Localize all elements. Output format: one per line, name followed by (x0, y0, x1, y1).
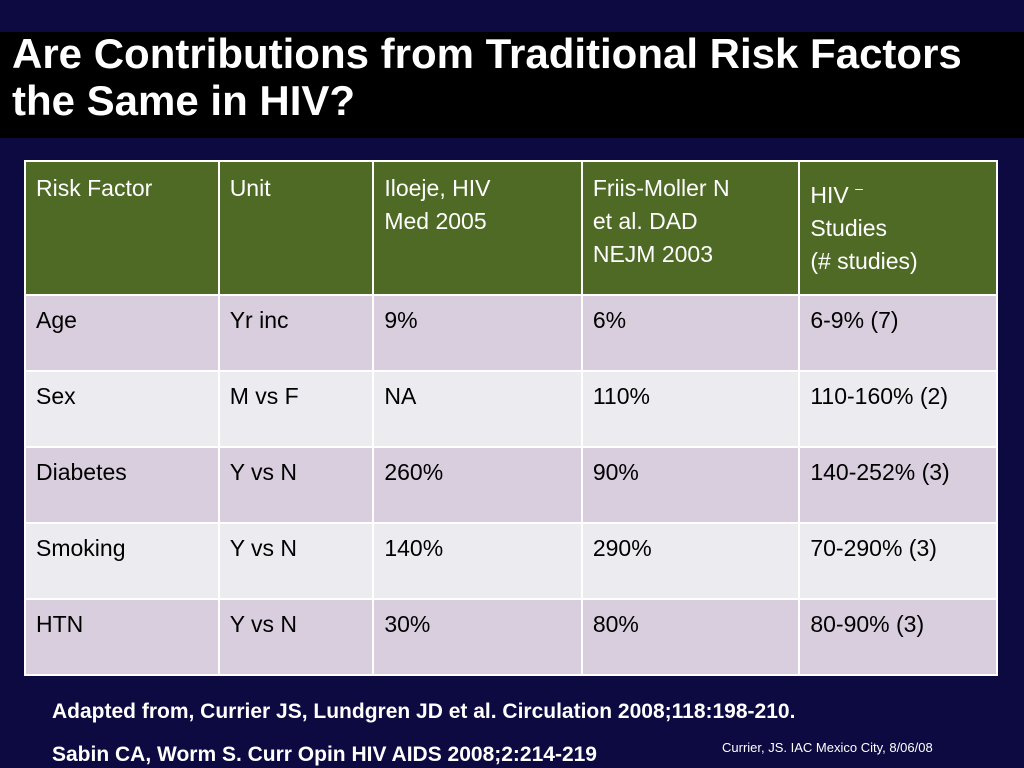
table-row: Diabetes Y vs N 260% 90% 140-252% (3) (24, 446, 998, 524)
header-text: Risk Factor (36, 175, 153, 201)
table-cell: 140% (372, 522, 583, 600)
header-text: Unit (229, 175, 271, 201)
table-cell: Diabetes (24, 446, 220, 524)
header-text: Med 2005 (384, 208, 487, 234)
table-cell: Yr inc (217, 294, 375, 372)
table-cell: Age (24, 294, 220, 372)
risk-factor-table: Risk Factor Unit Iloeje, HIV Med 2005 Fr… (24, 160, 998, 676)
table-cell: 6-9% (7) (798, 294, 998, 372)
reference-line-1: Adapted from, Currier JS, Lundgren JD et… (52, 700, 796, 723)
table-cell: Smoking (24, 522, 220, 600)
table-cell: 80% (580, 598, 801, 676)
table-row: HTN Y vs N 30% 80% 80-90% (3) (24, 598, 998, 676)
table-row: Age Yr inc 9% 6% 6-9% (7) (24, 294, 998, 372)
table-cell: 110% (580, 370, 801, 448)
title-band (0, 32, 1024, 138)
table-cell: 110-160% (2) (798, 370, 998, 448)
table-header-row: Risk Factor Unit Iloeje, HIV Med 2005 Fr… (24, 160, 998, 296)
table-cell: 9% (372, 294, 583, 372)
table-cell: 90% (580, 446, 801, 524)
header-text: HIV (810, 182, 849, 208)
presenter-credit: Currier, JS. IAC Mexico City, 8/06/08 (722, 740, 933, 755)
header-friis-moller: Friis-Moller N et al. DAD NEJM 2003 (580, 160, 801, 296)
table-cell: 140-252% (3) (798, 446, 998, 524)
header-text: NEJM 2003 (592, 241, 714, 267)
table-cell: M vs F (217, 370, 375, 448)
table-cell: 6% (580, 294, 801, 372)
header-hiv-studies: HIV – Studies (# studies) (798, 160, 998, 296)
header-text: (# studies) (810, 248, 918, 274)
table-cell: 80-90% (3) (798, 598, 998, 676)
table-cell: NA (372, 370, 583, 448)
header-text: et al. DAD (592, 208, 698, 234)
table-cell: 30% (372, 598, 583, 676)
table-row: Smoking Y vs N 140% 290% 70-290% (3) (24, 522, 998, 600)
header-iloeje: Iloeje, HIV Med 2005 (372, 160, 583, 296)
table-cell: Y vs N (217, 446, 375, 524)
header-text: Friis-Moller N (592, 175, 730, 201)
table-cell: HTN (24, 598, 220, 676)
table-row: Sex M vs F NA 110% 110-160% (2) (24, 370, 998, 448)
reference-line-2: Sabin CA, Worm S. Curr Opin HIV AIDS 200… (52, 743, 597, 766)
table-cell: Y vs N (217, 522, 375, 600)
table-cell: 260% (372, 446, 583, 524)
table-cell: 70-290% (3) (798, 522, 998, 600)
slide-title: Are Contributions from Traditional Risk … (12, 30, 962, 124)
table-cell: Sex (24, 370, 220, 448)
header-unit: Unit (217, 160, 375, 296)
header-text: Studies (810, 215, 888, 241)
header-text: Iloeje, HIV (384, 175, 491, 201)
header-risk-factor: Risk Factor (24, 160, 220, 296)
header-superscript: – (855, 180, 863, 196)
table-cell: Y vs N (217, 598, 375, 676)
table-cell: 290% (580, 522, 801, 600)
